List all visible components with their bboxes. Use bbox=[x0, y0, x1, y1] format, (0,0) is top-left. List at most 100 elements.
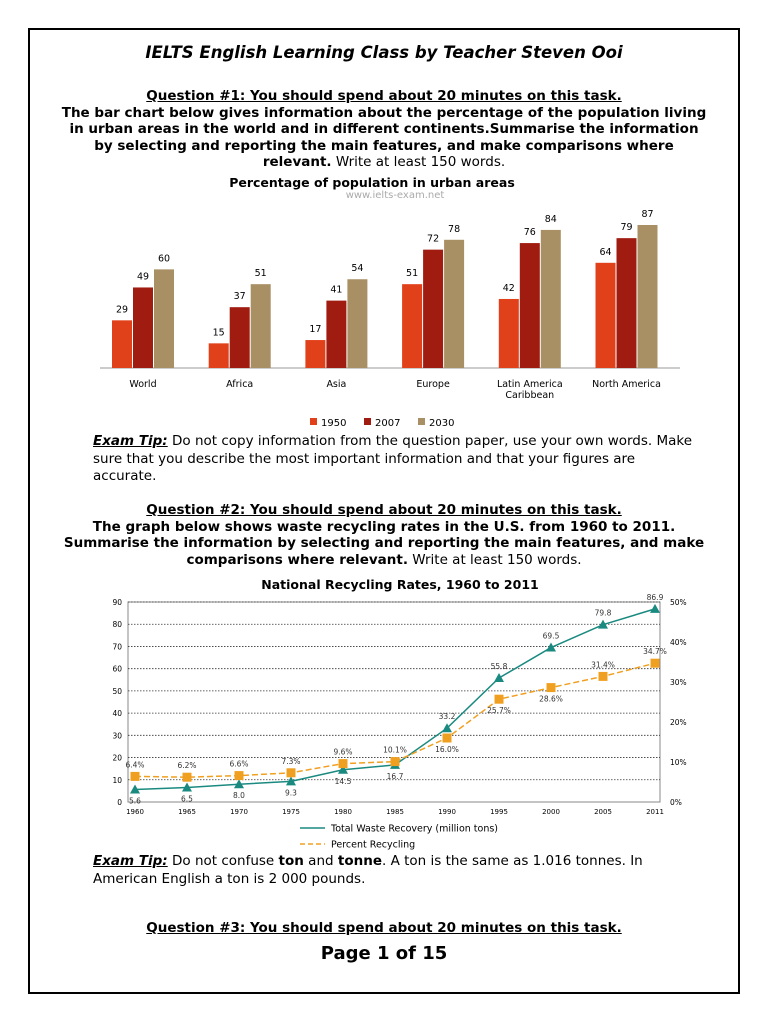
x-tick-label: 2011 bbox=[646, 808, 664, 816]
question-2: Question #2: You should spend about 20 m… bbox=[60, 502, 708, 568]
term-tonne: tonne bbox=[337, 853, 382, 869]
data-label: 34.7% bbox=[643, 647, 667, 656]
data-label: 16.0% bbox=[435, 745, 459, 754]
bar-2030 bbox=[347, 279, 368, 368]
data-label: 6.6% bbox=[229, 760, 248, 769]
data-label: 86.9 bbox=[647, 593, 664, 602]
x-tick-label: 1995 bbox=[490, 808, 508, 816]
exam-tip-text: . A ton is the same as 1.016 tonnes. In … bbox=[93, 853, 643, 887]
category-label: Caribbean bbox=[505, 390, 554, 401]
data-label: 6.4% bbox=[125, 760, 144, 769]
question-1-heading: Question #1: You should spend about 20 m… bbox=[146, 88, 622, 104]
bar-2007 bbox=[133, 287, 153, 368]
page-border bbox=[28, 28, 740, 994]
question-1-instruction: Write at least 150 words. bbox=[331, 154, 506, 170]
bar-2007 bbox=[326, 300, 347, 368]
data-label: 49 bbox=[137, 271, 149, 282]
square-marker bbox=[546, 683, 556, 693]
data-label: 25.7% bbox=[487, 706, 511, 715]
line-chart: National Recycling Rates, 1960 to 2011 0 1… bbox=[112, 577, 687, 851]
data-label: 79 bbox=[620, 222, 632, 233]
legend-label: Total Waste Recovery (million tons) bbox=[330, 824, 498, 835]
plot-area bbox=[127, 601, 661, 803]
bar-2030 bbox=[637, 225, 658, 368]
data-label: 51 bbox=[255, 268, 267, 279]
exam-tip-text: Do not confuse bbox=[167, 853, 279, 869]
y-tick-label: 50 bbox=[112, 687, 122, 696]
bar-1950 bbox=[112, 320, 132, 368]
y2-tick-label: 40% bbox=[670, 638, 687, 647]
data-label: 51 bbox=[406, 268, 418, 279]
bar-2007 bbox=[229, 307, 250, 368]
bar-2007 bbox=[519, 243, 540, 368]
data-label: 64 bbox=[599, 247, 611, 258]
data-label: 17 bbox=[309, 324, 321, 335]
data-label: 41 bbox=[330, 285, 342, 296]
bar-1950 bbox=[498, 298, 519, 368]
bar-2030 bbox=[250, 284, 271, 368]
x-tick-label: 1980 bbox=[334, 808, 352, 816]
y-tick-label: 0 bbox=[117, 798, 122, 807]
series-line bbox=[134, 662, 656, 778]
triangle-marker bbox=[650, 603, 660, 613]
document-title: IELTS English Learning Class by Teacher … bbox=[145, 43, 623, 62]
legend-swatch bbox=[418, 418, 425, 425]
data-label: 37 bbox=[234, 291, 246, 302]
legend-swatch bbox=[364, 418, 371, 425]
data-label: 29 bbox=[116, 304, 128, 315]
data-label: 87 bbox=[641, 209, 653, 220]
y2-tick-label: 30% bbox=[670, 678, 687, 687]
exam-tip-text: Do not copy information from the questio… bbox=[93, 433, 693, 484]
square-marker bbox=[390, 757, 400, 767]
category-label: Africa bbox=[226, 379, 253, 390]
data-label: 78 bbox=[448, 224, 460, 235]
bar-2030 bbox=[444, 239, 465, 368]
x-tick-label: 1985 bbox=[386, 808, 404, 816]
chart-title: National Recycling Rates, 1960 to 2011 bbox=[261, 577, 538, 592]
data-label: 9.6% bbox=[333, 748, 352, 757]
bar-1950 bbox=[402, 284, 423, 368]
category-label: Latin America bbox=[497, 379, 563, 390]
chart-title: Percentage of population in urban areas bbox=[229, 175, 515, 190]
triangle-marker bbox=[286, 776, 296, 786]
square-marker bbox=[598, 671, 608, 681]
square-marker bbox=[182, 772, 192, 782]
page-number: Page 1 of 15 bbox=[320, 943, 448, 964]
bar-1950 bbox=[305, 340, 326, 368]
triangle-marker bbox=[130, 784, 140, 794]
legend-swatch bbox=[310, 418, 317, 425]
category-label: North America bbox=[592, 379, 661, 390]
bar-2030 bbox=[540, 229, 561, 368]
question-2-instruction: Write at least 150 words. bbox=[407, 551, 582, 568]
square-marker bbox=[286, 768, 296, 778]
question-3-heading: Question #3: You should spend about 20 m… bbox=[146, 920, 622, 936]
question-3: Question #3: You should spend about 20 m… bbox=[60, 920, 708, 937]
y2-tick-label: 20% bbox=[670, 718, 687, 727]
bar-chart: Percentage of population in urban areasw… bbox=[100, 175, 680, 429]
triangle-marker bbox=[494, 673, 504, 682]
triangle-marker bbox=[598, 619, 608, 629]
data-label: 15 bbox=[213, 327, 225, 338]
x-tick-label: 1975 bbox=[282, 808, 300, 816]
square-marker bbox=[650, 658, 660, 668]
category-label: Europe bbox=[416, 379, 450, 390]
data-label: 42 bbox=[503, 283, 515, 294]
y-tick-label: 10 bbox=[112, 776, 122, 785]
data-label: 76 bbox=[524, 227, 536, 238]
legend-label: Percent Recycling bbox=[331, 840, 415, 851]
y-tick-label: 90 bbox=[112, 598, 122, 607]
x-tick-label: 1990 bbox=[438, 808, 456, 816]
data-label: 55.8 bbox=[491, 662, 508, 671]
data-label: 5.6 bbox=[129, 797, 141, 806]
data-label: 6.2% bbox=[177, 761, 196, 770]
bar-1950 bbox=[595, 262, 616, 368]
square-marker bbox=[130, 771, 140, 781]
triangle-marker bbox=[546, 642, 556, 652]
square-marker bbox=[234, 771, 244, 781]
exam-tip-1: Exam Tip: Do not copy information from t… bbox=[93, 433, 693, 486]
y-tick-label: 70 bbox=[112, 642, 122, 651]
chart-subtitle: www.ielts-exam.net bbox=[346, 190, 445, 201]
x-tick-label: 2000 bbox=[542, 808, 560, 816]
question-2-body: The graph below shows waste recycling ra… bbox=[63, 518, 705, 568]
question-1: Question #1: You should spend about 20 m… bbox=[60, 88, 708, 171]
